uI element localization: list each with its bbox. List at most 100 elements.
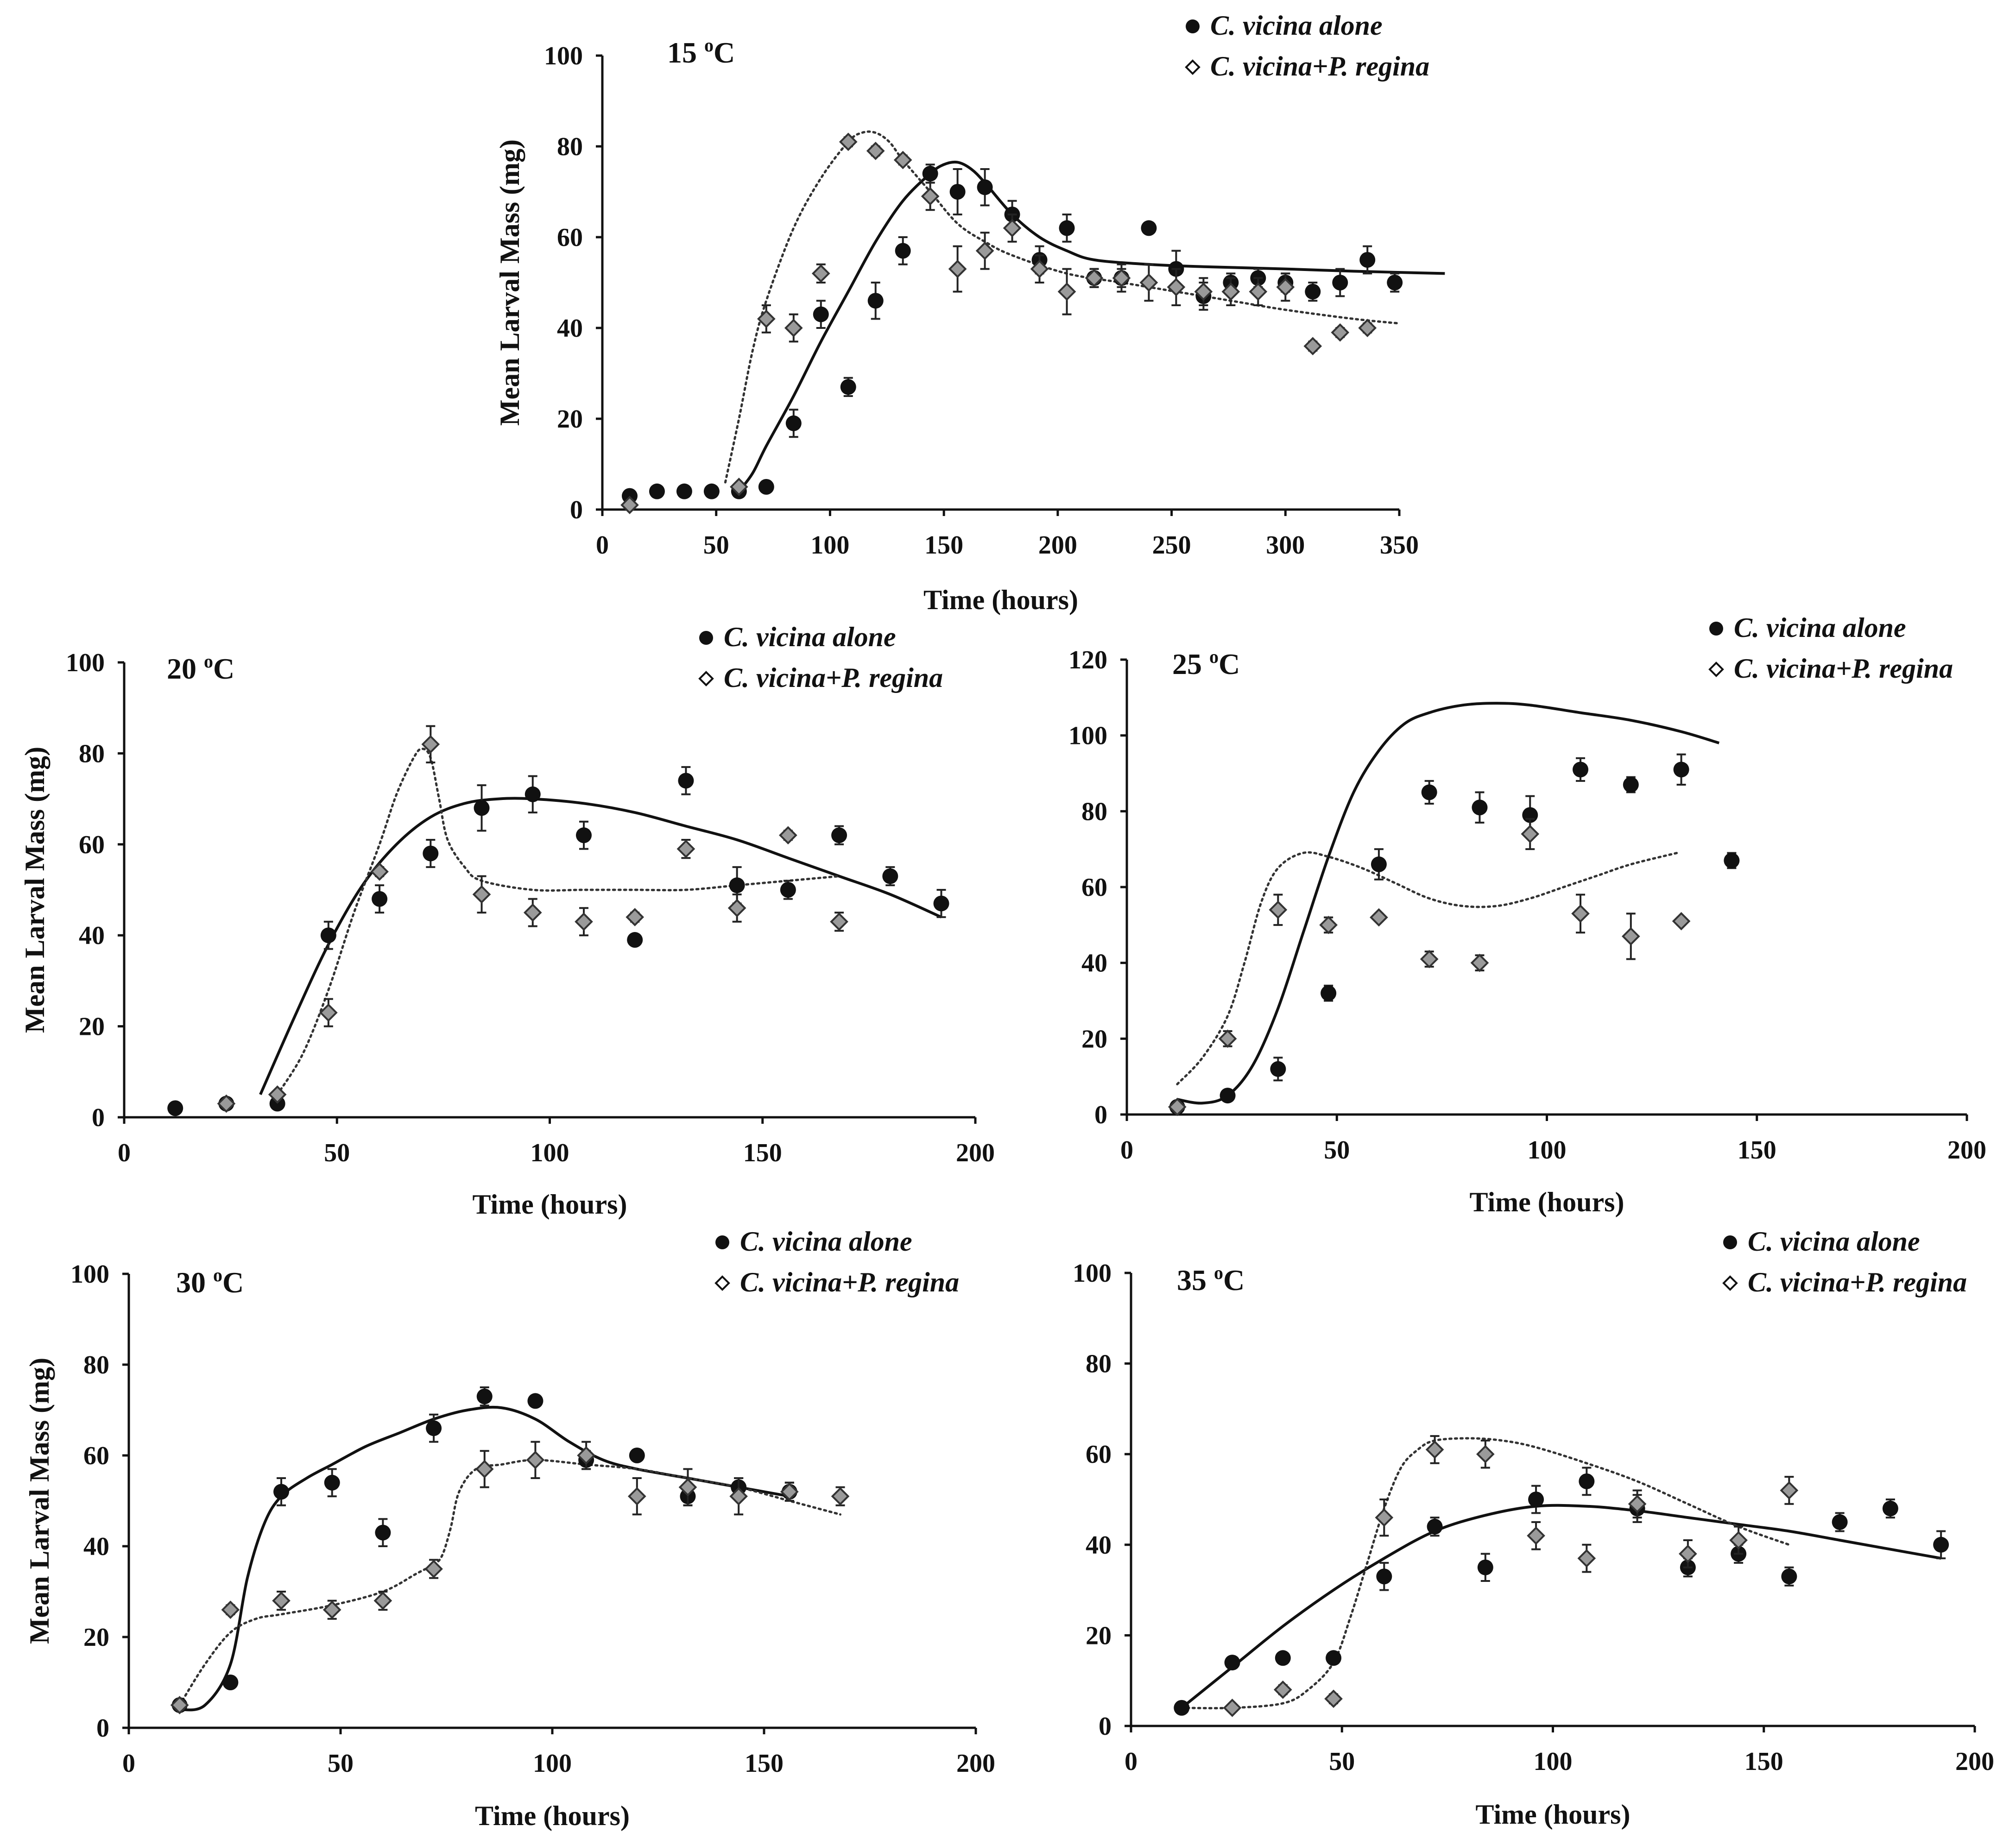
data-point-mixed [1003,219,1022,238]
legend-marker-alone [1709,622,1723,636]
legend: C. vicina alone C. vicina+P. regina [698,622,943,693]
x-tick-label: 100 [531,1139,569,1167]
legend-marker-alone [715,1235,729,1249]
data-point-mixed [1085,269,1104,288]
x-tick-label: 200 [956,1139,995,1167]
x-tick-label: 100 [533,1749,572,1778]
x-axis-title: Time (hours) [923,585,1078,615]
data-point-mixed [1139,273,1158,292]
x-axis-title: Time (hours) [473,1189,627,1220]
data-point-alone [1673,762,1689,778]
data-point-mixed [729,1487,748,1506]
series-mixed [620,132,1377,515]
data-point-alone [1059,220,1075,236]
data-point-mixed [620,496,639,515]
data-point-mixed [784,319,803,337]
data-point-alone [1579,1473,1595,1489]
data-point-mixed [526,1450,545,1469]
x-tick-label: 300 [1266,531,1305,560]
data-point-alone [372,891,388,907]
legend-marker-mixed [698,671,714,686]
fit-curve-mixed [724,130,1401,484]
series-alone [1174,1467,1949,1716]
data-point-alone [273,1484,290,1500]
data-point-alone [1573,762,1589,778]
data-point-mixed [1476,1445,1495,1464]
legend-label: C. vicina alone [1734,612,1906,643]
legend-label: C. vicina alone [1748,1226,1920,1257]
y-tick-label: 100 [70,1260,109,1289]
data-point-alone [949,184,966,200]
data-point-mixed [1577,1549,1596,1568]
data-point-mixed [678,1478,697,1497]
x-tick-label: 0 [118,1139,131,1167]
data-point-alone [1724,852,1740,869]
data-point-mixed [1303,337,1322,356]
data-point-alone [1359,252,1376,268]
fit-curve-alone [179,1405,790,1712]
x-tick-label: 50 [328,1749,354,1778]
data-point-alone [895,243,911,259]
y-tick-label: 40 [557,314,583,343]
data-point-mixed [424,1560,443,1578]
data-point-mixed [217,1094,236,1113]
data-point-mixed [322,1600,341,1619]
data-point-alone [1933,1536,1949,1553]
legend-label: C. vicina alone [740,1226,912,1257]
y-tick-label: 80 [1081,797,1107,826]
panel-title-temp: 30 [176,1266,213,1299]
chart-panel-20c: 0 20 40 60 80 100 0 50 100 150 200 Time (hours) Mean… [19,622,995,1220]
data-point-mixed [921,187,940,206]
data-point-mixed [627,1487,646,1506]
y-tick-label: 80 [557,132,583,161]
data-point-alone [222,1675,239,1690]
legend-marker-alone [1186,19,1200,33]
data-point-alone [525,786,541,802]
data-point-alone [474,800,490,816]
data-point-mixed [1420,950,1439,969]
panel-title-temp: 35 [1177,1264,1214,1297]
x-tick-label: 50 [1329,1747,1355,1776]
panel-title-unit: C [714,36,735,69]
data-point-mixed [830,912,848,931]
y-tick-label: 20 [1086,1621,1112,1650]
data-point-alone [1174,1700,1190,1716]
data-point-mixed [221,1600,240,1619]
series-alone [171,1386,797,1713]
data-point-mixed [373,1591,392,1610]
data-point-mixed [575,912,593,931]
data-point-mixed [1358,319,1377,337]
data-point-mixed [1621,927,1640,946]
data-point-mixed [523,903,542,922]
panel-title-unit: C [213,652,234,685]
legend-label: C. vicina+P. regina [740,1267,959,1297]
series-mixed [1168,818,1691,1116]
data-point-alone [785,415,802,431]
chart-panel-35c: 0 20 40 60 80 100 0 50 100 150 200 Time (hours) 35 o… [1073,1226,1994,1830]
panel-title-unit: C [222,1266,244,1299]
y-tick-label: 80 [83,1351,109,1379]
x-tick-label: 0 [1125,1747,1138,1776]
fit-curve-mixed [1176,851,1678,1085]
x-tick-label: 100 [1534,1747,1573,1776]
x-tick-label: 200 [956,1749,995,1778]
data-point-mixed [1223,1699,1242,1717]
data-point-alone [1528,1492,1544,1507]
data-point-alone [476,1388,493,1404]
y-axis-title: Mean Larval Mass (mg) [494,139,525,426]
data-point-mixed [370,862,389,881]
y-tick-label: 40 [1081,949,1107,978]
series-mixed [1223,1435,1799,1717]
data-point-mixed [779,826,797,844]
data-point-alone [977,179,993,195]
legend-marker-mixed [714,1275,730,1291]
data-point-alone [831,827,847,844]
chart-panel-25c: 0 20 40 60 80 100 120 0 50 100 150 200 Time (hours) 2… [1068,612,1986,1217]
data-point-mixed [866,141,885,160]
y-tick-label: 100 [66,649,105,677]
legend-label: C. vicina alone [1210,10,1383,41]
data-point-mixed [1375,1508,1394,1527]
panel-title-unit: C [1223,1264,1245,1297]
data-point-mixed [421,735,440,754]
data-point-alone [1623,777,1639,793]
